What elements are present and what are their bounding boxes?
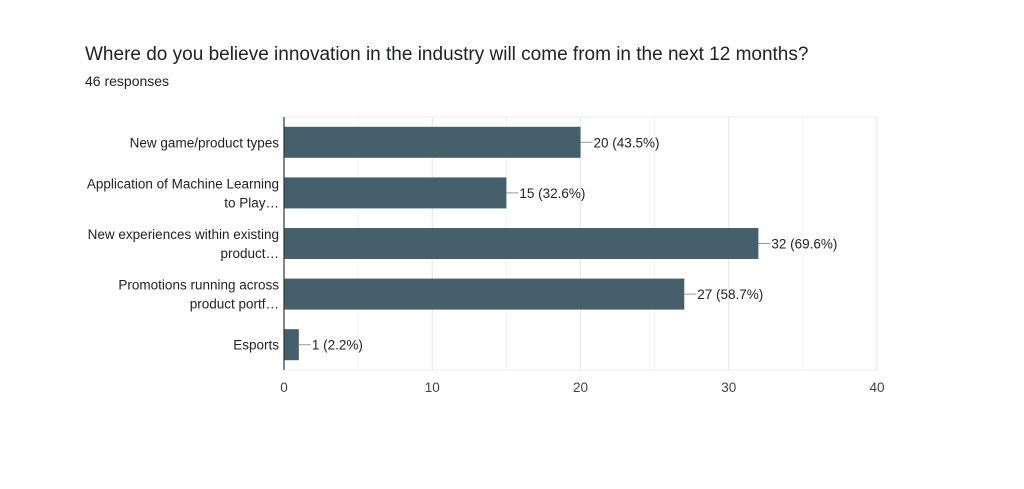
- x-tick-label: 40: [869, 380, 884, 395]
- bar: [284, 329, 299, 361]
- category-label: New game/product types: [130, 135, 280, 150]
- category-label: to Play…: [224, 195, 279, 210]
- bar: [284, 177, 507, 209]
- bar: [284, 126, 581, 158]
- category-label: Application of Machine Learning: [87, 176, 279, 191]
- data-label: 20 (43.5%): [594, 135, 660, 150]
- x-tick-label: 10: [425, 380, 440, 395]
- category-label: New experiences within existing: [88, 227, 279, 242]
- bar: [284, 228, 759, 259]
- x-tick-label: 0: [280, 380, 288, 395]
- response-count: 46 responses: [85, 73, 170, 89]
- data-label: 1 (2.2%): [312, 338, 363, 353]
- category-label: product portf…: [190, 297, 279, 312]
- x-tick-label: 20: [573, 380, 588, 395]
- data-label: 15 (32.6%): [519, 186, 585, 201]
- data-label: 27 (58.7%): [697, 287, 763, 302]
- chart-title: Where do you believe innovation in the i…: [85, 44, 809, 65]
- data-label: 32 (69.6%): [771, 237, 837, 252]
- category-label: Promotions running across: [118, 278, 279, 293]
- category-label: Esports: [233, 338, 279, 353]
- x-tick-label: 30: [721, 380, 736, 395]
- bar: [284, 278, 685, 310]
- category-label: product…: [220, 246, 279, 261]
